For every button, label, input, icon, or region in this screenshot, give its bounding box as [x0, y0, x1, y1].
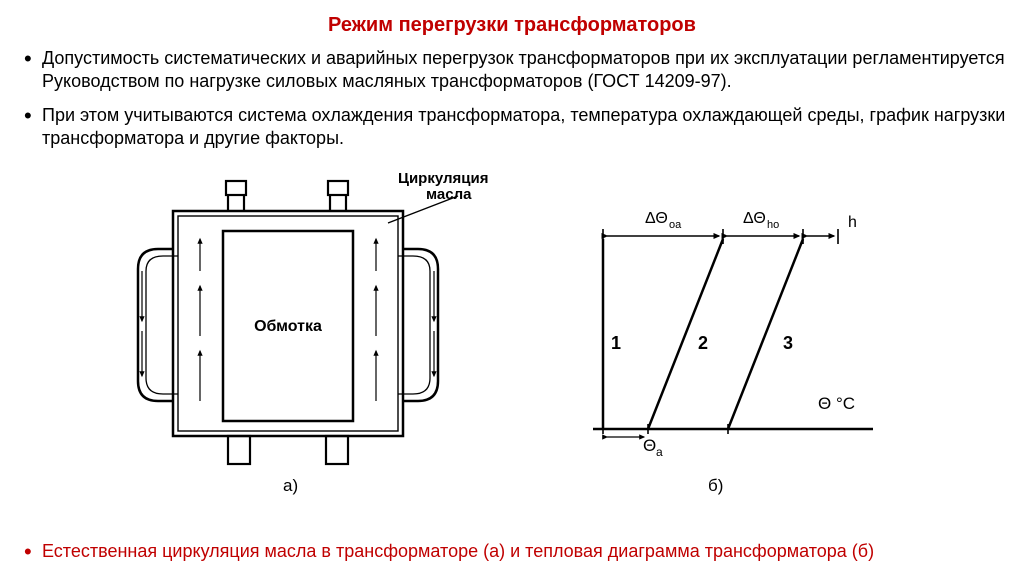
- panel-b: ΔΘ oa ΔΘ ho h 1 2 3 Θ a Θ °C: [593, 210, 873, 495]
- line-2-num: 2: [698, 333, 708, 353]
- bullet-item: При этом учитываются система охлаждения …: [18, 104, 1006, 151]
- h-label: h: [848, 214, 857, 231]
- caption-bullet-icon: •: [24, 539, 32, 565]
- bullet-list: Допустимость систематических и аварийных…: [18, 47, 1006, 151]
- winding-label: Обмотка: [254, 318, 322, 335]
- circulation-label-line2: масла: [426, 186, 472, 203]
- panel-a: Обмотка: [138, 170, 488, 495]
- bullet-item: Допустимость систематических и аварийных…: [18, 47, 1006, 94]
- figure-caption: Естественная циркуляция масла в трансфор…: [18, 541, 1006, 562]
- panel-a-label: а): [283, 476, 298, 495]
- page-title: Режим перегрузки трансформаторов: [18, 14, 1006, 37]
- figure-svg-wrap: Обмотка: [58, 161, 966, 501]
- figure-container: Обмотка: [18, 161, 1006, 501]
- delta-ho-sub: ho: [767, 219, 779, 231]
- delta-ho-label: ΔΘ: [743, 210, 766, 227]
- delta-oa-label: ΔΘ: [645, 210, 668, 227]
- figure-svg: Обмотка: [58, 161, 966, 501]
- delta-oa-sub: oa: [669, 219, 682, 231]
- line-3-num: 3: [783, 333, 793, 353]
- line-1-num: 1: [611, 333, 621, 353]
- caption-row: • Естественная циркуляция масла в трансф…: [18, 541, 1006, 562]
- theta-a: Θ: [643, 436, 656, 455]
- theta-a-sub: a: [656, 445, 663, 459]
- theta-c: Θ °C: [818, 394, 855, 413]
- circulation-label-line1: Циркуляция: [398, 170, 488, 187]
- panel-b-label: б): [708, 476, 723, 495]
